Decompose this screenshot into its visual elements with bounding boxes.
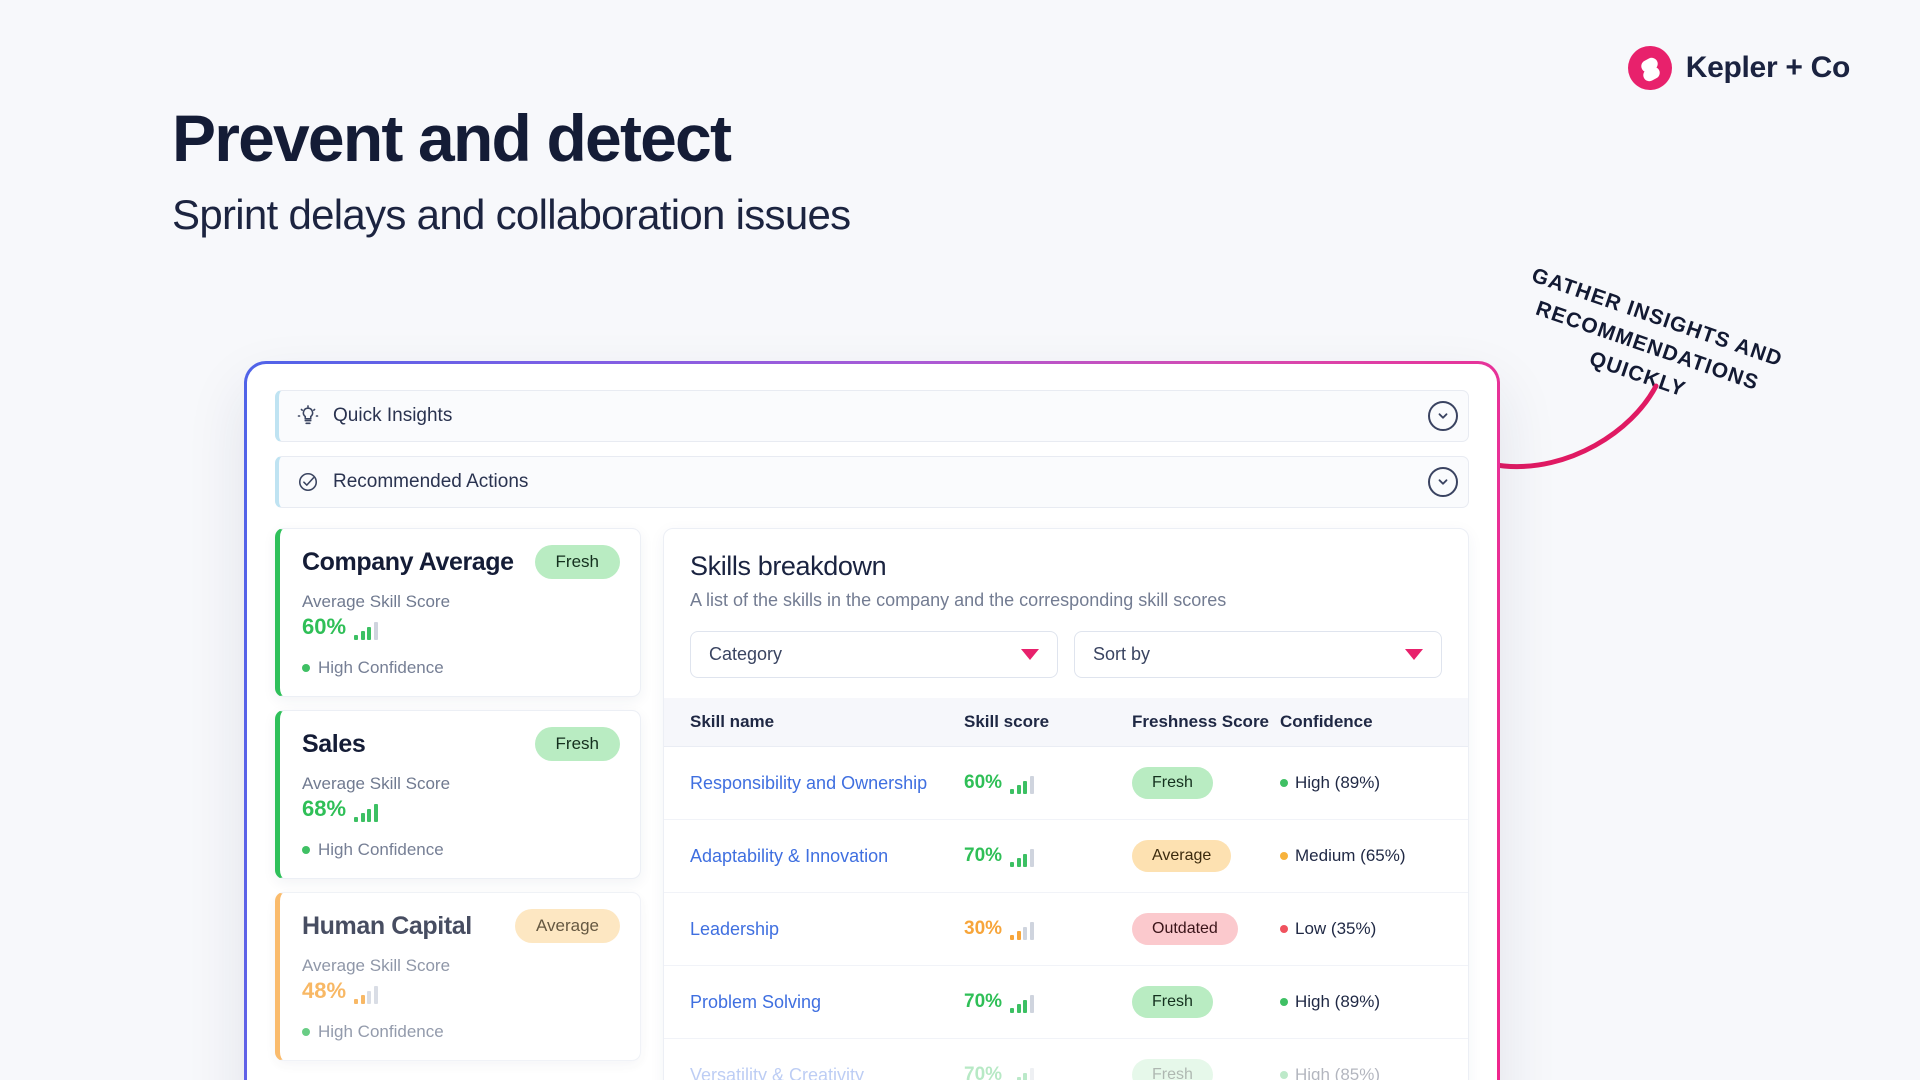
skill-score: 60% bbox=[964, 772, 1003, 793]
sort-by-label: Sort by bbox=[1093, 644, 1151, 664]
status-dot-icon bbox=[302, 664, 310, 672]
status-dot-icon bbox=[302, 1028, 310, 1036]
skill-score: 70% bbox=[964, 845, 1003, 866]
table-row[interactable]: Responsibility and Ownership 60% Fresh H… bbox=[664, 746, 1468, 820]
skill-score: 70% bbox=[964, 991, 1003, 1012]
signal-bars-icon bbox=[354, 804, 378, 822]
signal-bars-icon bbox=[1010, 1068, 1034, 1080]
skill-name-link[interactable]: Versatility & Creativity bbox=[690, 1064, 865, 1080]
page-title: Prevent and detect bbox=[172, 101, 732, 175]
check-circle-icon bbox=[298, 472, 318, 492]
lightbulb-icon bbox=[297, 405, 319, 425]
summary-card-sales[interactable]: Sales Fresh Average Skill Score 68% High… bbox=[275, 710, 641, 879]
summary-card-title: Company Average bbox=[302, 547, 514, 576]
freshness-badge: Fresh bbox=[1132, 1059, 1213, 1080]
column-header-confidence[interactable]: Confidence bbox=[1280, 698, 1468, 747]
summary-card-score: 48% bbox=[302, 978, 347, 1003]
sort-by-select[interactable]: Sort by bbox=[1074, 631, 1442, 678]
summary-card-score-label: Average Skill Score bbox=[302, 592, 451, 611]
annotation-text: Gather insights and recommendations quic… bbox=[1528, 263, 1786, 402]
panel-title: Skills breakdown bbox=[690, 551, 887, 581]
confidence-label: High Confidence bbox=[318, 1022, 444, 1041]
status-badge: Average bbox=[514, 909, 620, 943]
category-filter-select[interactable]: Category bbox=[690, 631, 1058, 678]
skill-name-link[interactable]: Leadership bbox=[690, 918, 780, 939]
panel-description: A list of the skills in the company and … bbox=[690, 590, 1227, 610]
summary-card-confidence: High Confidence bbox=[302, 1022, 620, 1042]
accordion-label: Quick Insights bbox=[333, 405, 453, 426]
summary-cards-column: Company Average Fresh Average Skill Scor… bbox=[275, 528, 641, 1080]
signal-bars-icon bbox=[354, 622, 378, 640]
summary-card-title: Human Capital bbox=[302, 911, 472, 940]
column-header-skill-name[interactable]: Skill name bbox=[664, 698, 964, 747]
kepler-logo-icon bbox=[1627, 46, 1672, 90]
status-badge: Fresh bbox=[534, 545, 620, 579]
summary-card-human-capital[interactable]: Human Capital Average Average Skill Scor… bbox=[275, 892, 641, 1061]
column-header-skill-score[interactable]: Skill score bbox=[964, 698, 1132, 747]
summary-card-score-label: Average Skill Score bbox=[302, 774, 451, 793]
summary-card-title: Sales bbox=[302, 729, 366, 758]
status-dot-icon bbox=[1280, 998, 1288, 1006]
accordion-label: Recommended Actions bbox=[333, 471, 529, 492]
accordion-quick-insights[interactable]: Quick Insights bbox=[275, 390, 1469, 442]
app-window: Quick Insights Recommended Actions bbox=[247, 364, 1497, 1080]
freshness-badge: Fresh bbox=[1132, 986, 1213, 1018]
caret-down-icon bbox=[1021, 649, 1039, 660]
signal-bars-icon bbox=[1010, 849, 1034, 867]
summary-card-score-label: Average Skill Score bbox=[302, 956, 451, 975]
freshness-badge: Outdated bbox=[1132, 913, 1238, 945]
caret-down-icon bbox=[1405, 649, 1423, 660]
table-row[interactable]: Adaptability & Innovation 70% Average Me… bbox=[664, 819, 1468, 893]
table-row[interactable]: Versatility & Creativity 70% Fresh High … bbox=[664, 1039, 1468, 1080]
page-subtitle: Sprint delays and collaboration issues bbox=[172, 191, 851, 238]
signal-bars-icon bbox=[1010, 995, 1034, 1013]
brand-name: Kepler + Co bbox=[1685, 51, 1851, 84]
confidence-value: High (89%) bbox=[1295, 773, 1381, 792]
column-header-freshness-score[interactable]: Freshness Score bbox=[1132, 698, 1280, 747]
confidence-value: High (85%) bbox=[1295, 1065, 1381, 1080]
signal-bars-icon bbox=[354, 986, 378, 1004]
skill-name-link[interactable]: Adaptability & Innovation bbox=[690, 845, 889, 866]
skill-score: 30% bbox=[964, 918, 1003, 939]
confidence-value: Low (35%) bbox=[1295, 919, 1377, 938]
summary-card-company-average[interactable]: Company Average Fresh Average Skill Scor… bbox=[275, 528, 641, 697]
table-row[interactable]: Problem Solving 70% Fresh High (89%) bbox=[664, 965, 1468, 1039]
summary-card-confidence: High Confidence bbox=[302, 840, 620, 860]
freshness-badge: Fresh bbox=[1132, 767, 1213, 799]
table-row[interactable]: Leadership 30% Outdated Low (35%) bbox=[664, 892, 1468, 966]
status-dot-icon bbox=[302, 846, 310, 854]
status-dot-icon bbox=[1280, 779, 1288, 787]
chevron-down-circle-icon[interactable] bbox=[1428, 467, 1458, 497]
summary-card-confidence: High Confidence bbox=[302, 658, 620, 678]
chevron-down-circle-icon[interactable] bbox=[1428, 401, 1458, 431]
status-dot-icon bbox=[1280, 925, 1288, 933]
skill-score: 70% bbox=[964, 1064, 1003, 1080]
confidence-value: High (89%) bbox=[1295, 992, 1381, 1011]
status-dot-icon bbox=[1280, 852, 1288, 860]
app-window-frame: Quick Insights Recommended Actions bbox=[244, 361, 1500, 1080]
freshness-badge: Average bbox=[1132, 840, 1232, 872]
summary-card-score: 60% bbox=[302, 614, 347, 639]
summary-card-score: 68% bbox=[302, 796, 347, 821]
table-header-row: Skill name Skill score Freshness Score C… bbox=[664, 698, 1468, 747]
confidence-value: Medium (65%) bbox=[1295, 846, 1406, 865]
confidence-label: High Confidence bbox=[318, 658, 444, 677]
signal-bars-icon bbox=[1010, 776, 1034, 794]
category-filter-label: Category bbox=[709, 644, 783, 664]
skill-name-link[interactable]: Problem Solving bbox=[690, 991, 822, 1012]
accordion-recommended-actions[interactable]: Recommended Actions bbox=[275, 456, 1469, 508]
signal-bars-icon bbox=[1010, 922, 1034, 940]
skill-name-link[interactable]: Responsibility and Ownership bbox=[690, 772, 928, 793]
skills-table: Skill name Skill score Freshness Score C… bbox=[664, 698, 1468, 1080]
skills-breakdown-panel: Skills breakdown A list of the skills in… bbox=[663, 528, 1469, 1080]
brand-logo: Kepler + Co bbox=[1627, 46, 1851, 90]
status-dot-icon bbox=[1280, 1071, 1288, 1079]
status-badge: Fresh bbox=[534, 727, 620, 761]
confidence-label: High Confidence bbox=[318, 840, 444, 859]
